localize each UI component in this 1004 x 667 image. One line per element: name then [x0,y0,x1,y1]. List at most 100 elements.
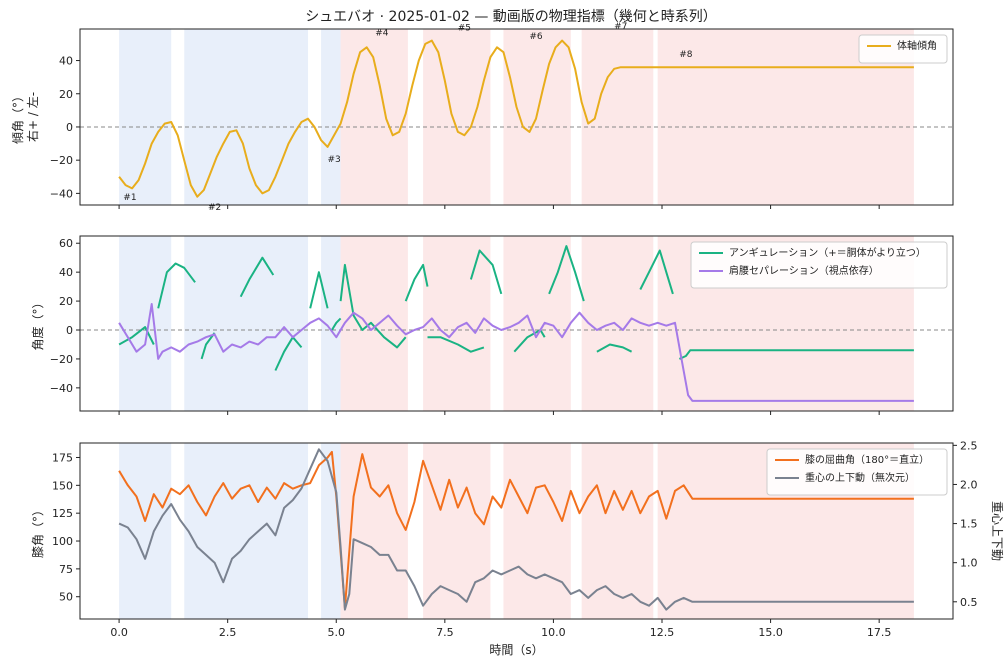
y2-tick-label-5: 2.5 [960,439,978,452]
segment-label-8: #8 [679,50,693,60]
axes-frame [79,28,954,206]
y-tick-label-1: 50 [59,591,73,604]
x-tick-label-2: 2.5 [219,626,237,639]
plot-area [118,443,914,619]
y-tick-label-5: 150 [52,479,73,492]
segment-label-1: #1 [123,193,136,203]
series-1-segment-4 [239,256,275,298]
series-1-segment-2 [157,262,196,309]
segment-band-6 [503,443,571,619]
series-1-segment-6 [309,271,329,309]
panel-3: 50 75 100 125 150 175 0.5 1.0 1.5 2.0 2.5 0.0 2.5 5.0… [31,439,1004,657]
segment-band-3 [321,29,341,205]
x-tick-label-7: 15.0 [758,626,783,639]
segment-band-3 [321,236,341,411]
plot-area [80,236,953,411]
segment-band-7 [581,29,654,205]
series-1-line [118,39,914,198]
series-1-segment-16 [678,349,914,360]
y-tick-label-1: −40 [50,382,73,395]
y-tick-label-5: 40 [59,55,73,68]
y2-tick-label-2: 1.0 [960,557,978,570]
x-tick-label-1: 0.0 [110,626,128,639]
segment-band-2 [184,236,309,411]
y-tick-label-4: 125 [52,507,73,520]
y2-tick-label-3: 1.5 [960,518,978,531]
y-axis-label-1: 角度（°） [30,296,45,350]
segment-label-5: #5 [458,24,471,34]
x-tick-label-4: 7.5 [436,626,454,639]
legend: 体軸傾角 [858,34,948,64]
series-1-segment-15 [639,249,674,295]
legend-box [766,448,948,496]
segment-label-6: #6 [529,32,543,42]
series-2-line [118,303,914,402]
segment-band-2 [184,29,309,205]
segment-band-4 [340,236,408,411]
legend: アンギュレーション（+＝胴体がより立つ） 肩腰セパレーション（視点依存） [690,241,948,289]
y2-tick-label-4: 2.0 [960,478,978,491]
series-1-segment-3 [200,332,216,360]
y-axis-label-1: 傾角（°） [11,90,25,144]
series-1-segment-13 [548,245,585,302]
legend-box [690,241,948,289]
y-tick-label-3: 0 [66,121,73,134]
segment-band-5 [423,443,491,619]
series-1-segment-1 [118,326,155,346]
segment-band-7 [581,443,654,619]
y-tick-label-2: −20 [50,154,73,167]
segment-band-4 [340,29,408,205]
axes-frame [79,235,954,412]
y-axis-label-2: 右+ / 左- [25,92,40,142]
segment-label-4: #4 [375,29,389,39]
x-tick-label-5: 10.0 [541,626,566,639]
segment-band-1 [119,443,172,619]
y-tick-label-6: 60 [59,237,73,250]
x-tick-label-3: 5.0 [328,626,346,639]
series-1-segment-11 [469,249,503,295]
y-tick-label-1: −40 [50,187,73,200]
legend-label-2: 重心の上下動（無次元） [805,471,915,484]
segment-band-5 [423,29,491,205]
series-1-segment-5 [274,336,303,371]
y-tick-label-4: 20 [59,88,73,101]
y-tick-label-5: 40 [59,266,73,279]
legend: 膝の屈曲角（180°＝直立） 重心の上下動（無次元） [766,448,948,496]
x-tick-label-8: 17.5 [867,626,892,639]
axes-frame [79,442,954,620]
segment-band-1 [119,236,172,411]
y-tick-label-2: −20 [50,353,73,366]
chart-title: シュエバオ · 2025-01-02 — 動画版の物理指標（幾何と時系列） [305,9,717,25]
series-1-segment-10 [427,336,485,353]
y2-tick-label-1: 0.5 [960,596,978,609]
legend-box [858,34,948,64]
series-1-line [118,450,914,609]
panel-1: −40 −20 0 20 40 傾角（°） 右+ / 左- #1 #2 #3 #4 #5 #6 #7 #8 体… [11,22,954,213]
segment-band-2 [184,443,309,619]
legend-label-2: 肩腰セパレーション（視点依存） [729,264,879,277]
x-axis-label: 時間（s） [489,643,543,657]
segment-label-7: #7 [614,22,627,32]
segment-label-2: #2 [208,203,221,213]
series-1-segment-9 [404,263,429,302]
legend-label-1: 体軸傾角 [897,39,937,52]
y-tick-label-6: 175 [52,451,73,464]
y-axis-label-1: 膝角（°） [31,504,45,558]
y2-axis-label: 重心上下動 [990,501,1004,561]
plot-area [80,29,953,205]
panel-2: −40 −20 0 20 40 60 角度（°） アンギュレーション（+＝胴体がより立つ） 肩腰… [30,235,954,415]
legend-label-1: 膝の屈曲角（180°＝直立） [805,453,929,466]
y-tick-label-4: 20 [59,295,73,308]
y-tick-label-2: 75 [59,563,73,576]
series-1-segment-14 [596,343,633,353]
segment-label-3: #3 [327,155,340,165]
series-1-segment-7 [331,317,342,331]
segment-band-1 [119,29,172,205]
segment-band-5 [423,236,491,411]
series-1-segment-8 [339,263,407,349]
y-tick-label-3: 0 [66,324,73,337]
series-2-line [118,448,914,611]
y-tick-label-3: 100 [52,535,73,548]
panels: −40 −20 0 20 40 傾角（°） 右+ / 左- #1 #2 #3 #4 #5 #6 #7 #8 体… [11,22,1004,657]
